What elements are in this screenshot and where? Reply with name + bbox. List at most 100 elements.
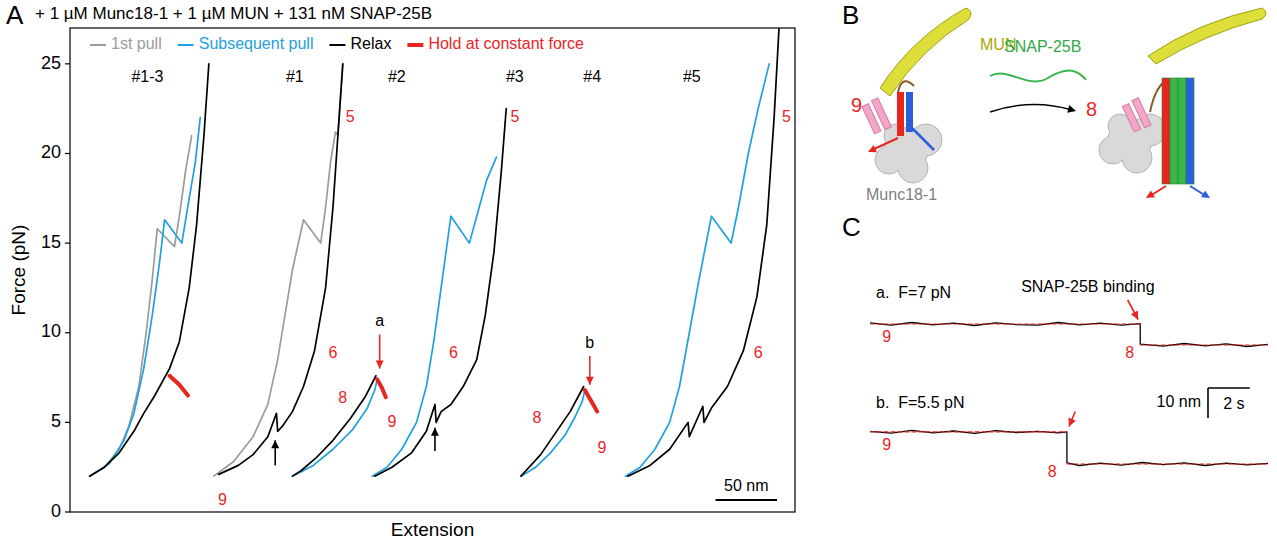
plot-frame — [70, 28, 795, 512]
diagram-label: SNAP-25B — [1004, 38, 1081, 55]
panel-letter: C — [842, 212, 861, 242]
legend-label: Relax — [350, 35, 391, 52]
chart-title: a. F=7 pN — [876, 284, 951, 301]
series-line — [1140, 344, 1268, 345]
annotation: 8 — [532, 409, 541, 426]
panel-letter: A — [6, 0, 24, 30]
munc18-shape — [1123, 144, 1151, 172]
arrow-head — [1201, 190, 1210, 198]
scale-bar-x — [716, 499, 777, 501]
arrow — [1068, 412, 1075, 427]
arrow — [376, 335, 384, 369]
chart-title: b. F=5.5 pN — [876, 394, 965, 411]
series-line — [219, 64, 343, 475]
series-line — [585, 390, 597, 412]
series-line — [292, 376, 376, 476]
arrow-head — [431, 428, 439, 436]
y-tick-label: 20 — [41, 142, 61, 162]
legend-swatch — [407, 43, 423, 47]
arrow-head — [868, 145, 877, 152]
annotation: 8 — [1048, 463, 1057, 480]
annotation: 9 — [882, 436, 891, 453]
y-tick — [65, 153, 70, 154]
syntaxin-helix — [897, 92, 904, 136]
state-label: 9 — [851, 94, 862, 116]
series-line — [625, 64, 769, 476]
series-line — [90, 118, 201, 477]
annotation: 8 — [338, 389, 347, 406]
linker — [898, 81, 914, 92]
series-line — [372, 157, 496, 476]
figure: A B C + 1 µM Munc18-1 + 1 µM MUN + 131 nM S… — [0, 0, 1277, 544]
x-axis-title: Extension — [391, 519, 474, 540]
y-tick — [65, 422, 70, 423]
snare-helix — [1186, 78, 1194, 184]
annotation: 9 — [218, 491, 227, 508]
vamp-tail — [912, 128, 934, 150]
legend-swatch — [90, 44, 106, 46]
force-arrow — [872, 138, 898, 150]
series-line — [521, 387, 584, 477]
chart-title: + 1 µM Munc18-1 + 1 µM MUN + 131 nM SNAP… — [35, 4, 432, 23]
series-line — [628, 28, 779, 476]
y-tick — [65, 243, 70, 244]
munc18-shape — [899, 154, 927, 182]
arrow-head — [1067, 105, 1076, 113]
annotation: 5 — [782, 108, 791, 125]
arrow — [586, 356, 594, 385]
legend: 1st pull Subsequent pull Relax Hold at cons… — [90, 35, 584, 52]
snare-helix — [1170, 78, 1178, 184]
arrow-shaft — [1128, 300, 1138, 320]
series-line — [377, 379, 386, 397]
y-axis-title: Force (pN) — [8, 225, 29, 316]
series-line — [90, 64, 209, 476]
series-line — [292, 379, 377, 476]
annotation: a — [375, 312, 384, 329]
scale-bar-y — [1207, 388, 1209, 418]
annotation: 6 — [754, 344, 763, 361]
series-line — [375, 109, 506, 476]
series-line — [170, 376, 188, 396]
arrow — [1128, 300, 1138, 320]
y-tick — [65, 511, 70, 512]
legend-label: Hold at constant force — [428, 35, 584, 52]
legend-label: 1st pull — [111, 35, 162, 52]
arrow-shaft — [1069, 412, 1075, 427]
annotation: 5 — [346, 108, 355, 125]
series-line — [870, 323, 1268, 347]
arrow-head — [376, 361, 384, 369]
y-tick-label: 15 — [41, 232, 61, 252]
munc18-shape — [876, 147, 902, 173]
snap25-shape — [990, 71, 1086, 82]
annotation: 8 — [1125, 344, 1134, 361]
arrow — [271, 440, 279, 465]
annotation: #4 — [583, 68, 601, 85]
snare-helix — [1178, 78, 1186, 184]
y-tick-label: 25 — [41, 53, 61, 73]
series-group — [870, 323, 1268, 347]
series-line — [90, 136, 192, 477]
legend-label: Subsequent pull — [199, 35, 314, 52]
arrow — [431, 428, 439, 451]
munc18-shape — [911, 125, 941, 155]
annotation: 6 — [329, 344, 338, 361]
arrow-head — [1146, 190, 1155, 198]
scale-bar-label: 10 nm — [1157, 393, 1201, 410]
reaction-arrow — [990, 104, 1072, 112]
arrow-head — [271, 440, 279, 448]
scale-bar-label: 2 s — [1223, 395, 1244, 412]
annotation: 9 — [598, 439, 607, 456]
y-tick-label: 0 — [51, 501, 61, 521]
arrow-head — [586, 377, 594, 385]
arrow-head — [1131, 311, 1138, 320]
state-label: 8 — [1086, 98, 1097, 120]
series-line — [1067, 463, 1268, 464]
panel-letter: B — [842, 0, 859, 30]
y-tick-label: 5 — [51, 411, 61, 431]
snare-helix — [1162, 78, 1170, 184]
munc18-shape — [1100, 137, 1126, 163]
scale-bar-label: 50 nm — [724, 477, 768, 494]
annotation: 6 — [449, 344, 458, 361]
scale-bar-x — [1208, 387, 1250, 389]
annotation: 5 — [510, 108, 519, 125]
